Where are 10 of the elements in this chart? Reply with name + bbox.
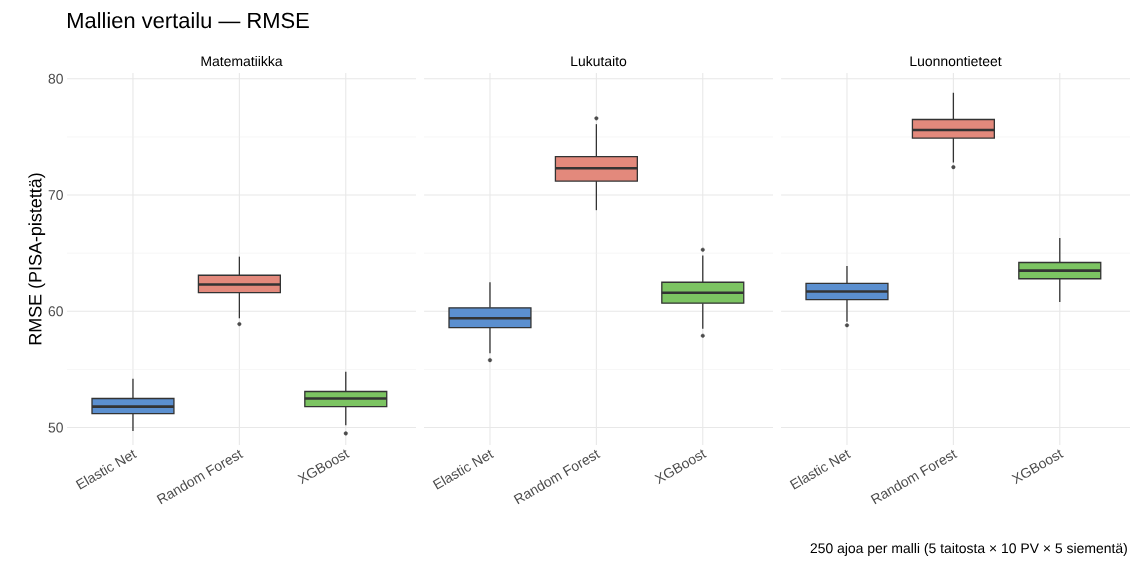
chart-subtitle: Luonnontieteet <box>910 55 1002 67</box>
text: 250 ajoa per malli (5 taitosta × 10 PV × 5 siementä) <box>810 542 1127 556</box>
y-tick-label: 70 <box>48 190 63 200</box>
chart-subtitle: Lukutaito <box>571 55 627 67</box>
y-tick-label: 50 <box>48 422 63 433</box>
chart-title: Mallien vertailu — RMSE <box>68 12 309 29</box>
chart-subtitle: Matematiikka <box>201 55 283 67</box>
y-tick-label: 80 <box>48 73 63 84</box>
y-tick-label: 60 <box>48 306 63 317</box>
y-axis-title: RMSE (PISA-pistettä) <box>28 173 46 345</box>
